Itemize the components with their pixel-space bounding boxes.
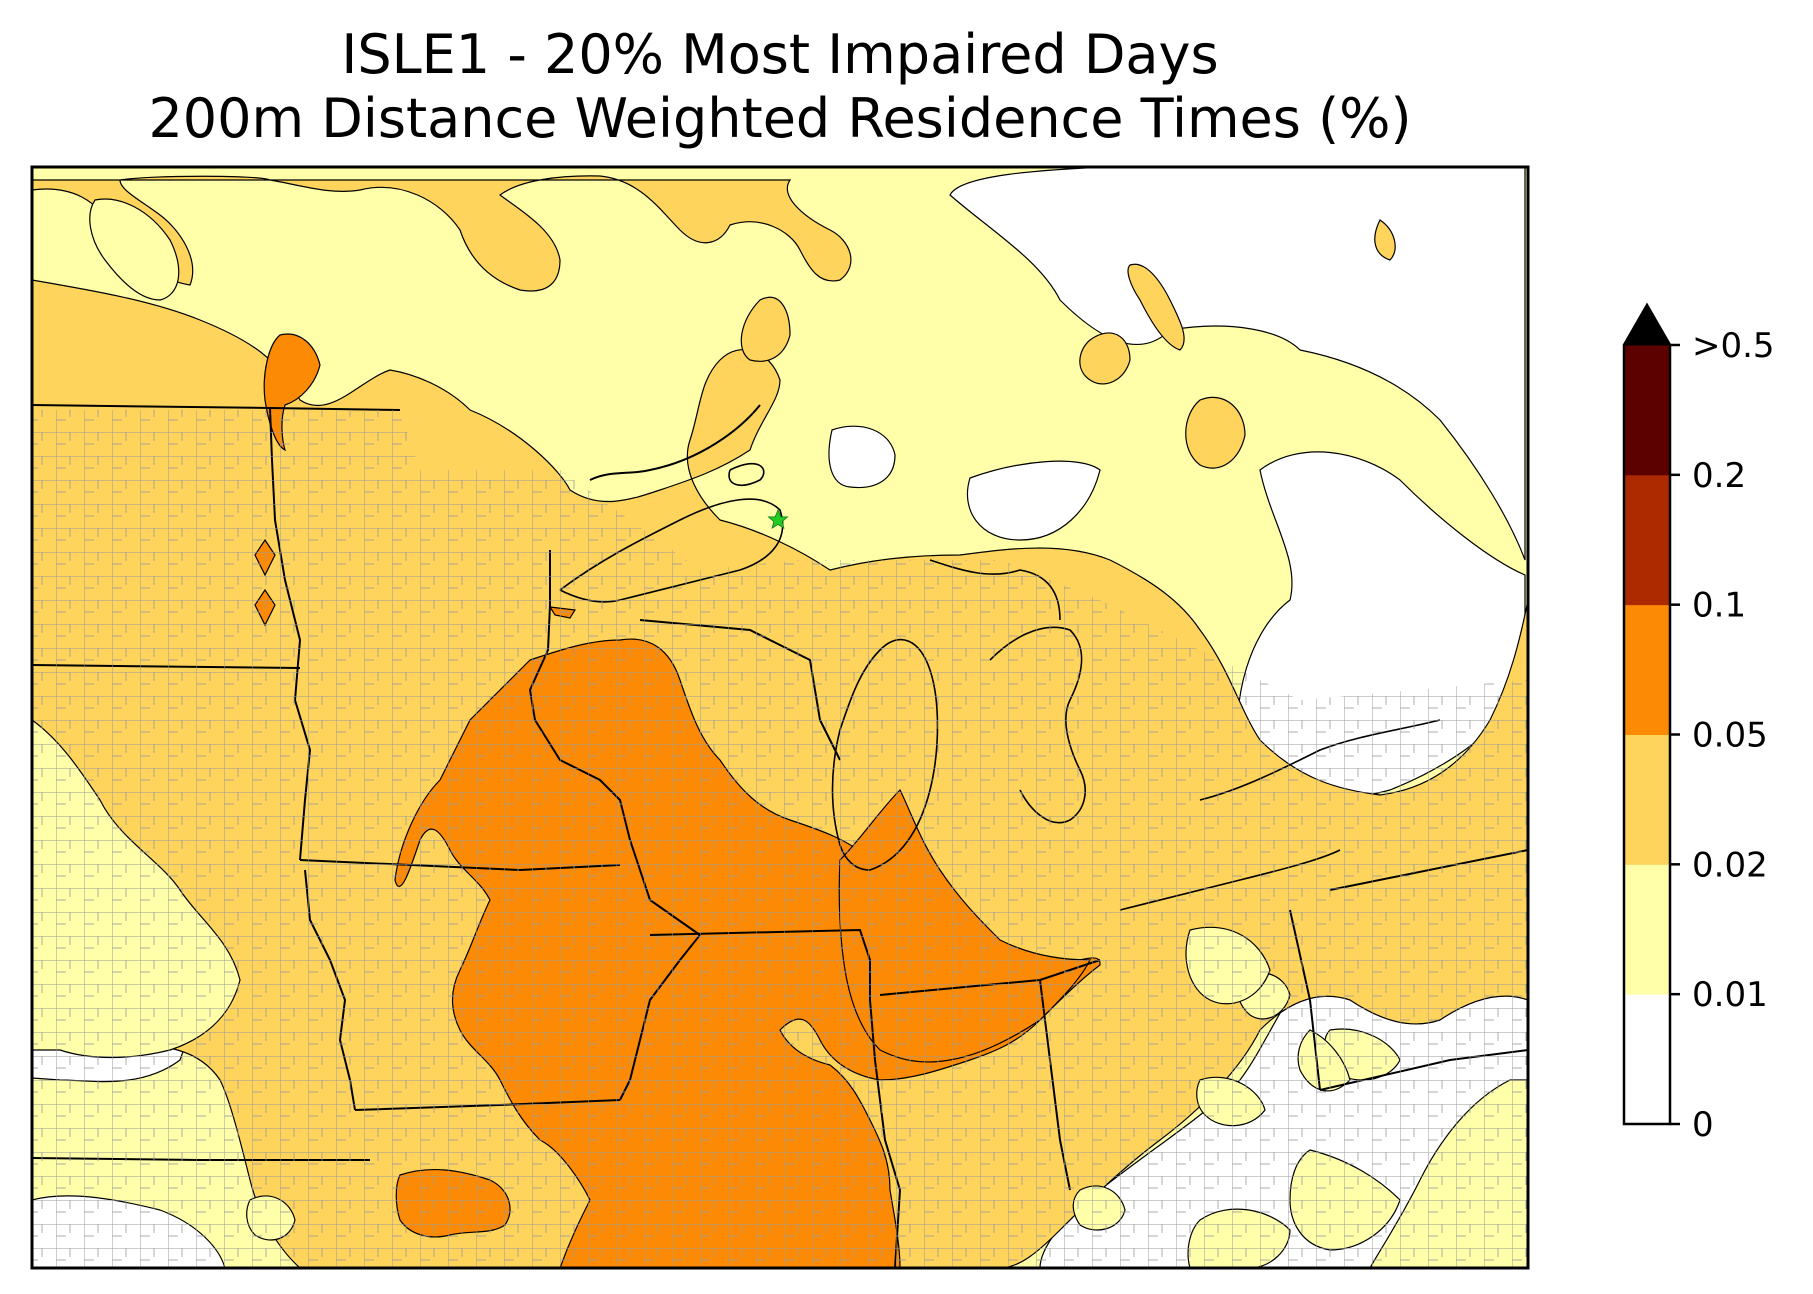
colorbar-tick-label: 0 xyxy=(1692,1105,1714,1145)
map-frame xyxy=(30,165,1530,1270)
colorbar-outline xyxy=(1622,302,1672,1126)
colorbar-tick-label: >0.5 xyxy=(1692,326,1775,366)
colorbar-extend-triangle-arrow-icon xyxy=(1624,305,1670,345)
colorbar-segment xyxy=(1624,474,1670,606)
map-title-line-2: 200m Distance Weighted Residence Times (… xyxy=(148,87,1412,150)
colorbar-tick-label: 0.02 xyxy=(1692,845,1768,885)
map-title-line-1: ISLE1 - 20% Most Impaired Days xyxy=(341,23,1219,86)
colorbar-segment xyxy=(1624,734,1670,865)
colorbar-tick-label: 0.05 xyxy=(1692,716,1768,756)
colorbar-tick-label: 0.01 xyxy=(1692,975,1768,1015)
county-boundaries xyxy=(32,410,1528,1268)
colorbar-segment xyxy=(1624,994,1670,1125)
colorbar-segment xyxy=(1624,345,1670,346)
colorbar-segment xyxy=(1624,345,1670,476)
receptor-star-icon xyxy=(767,508,789,529)
colorbar-segment xyxy=(1624,604,1670,735)
colorbar-tick-label: 0.2 xyxy=(1692,456,1746,496)
colorbar-tick-label: 0.1 xyxy=(1692,586,1746,626)
colorbar-segment xyxy=(1624,864,1670,995)
moderate-residence-islands xyxy=(740,219,1396,469)
